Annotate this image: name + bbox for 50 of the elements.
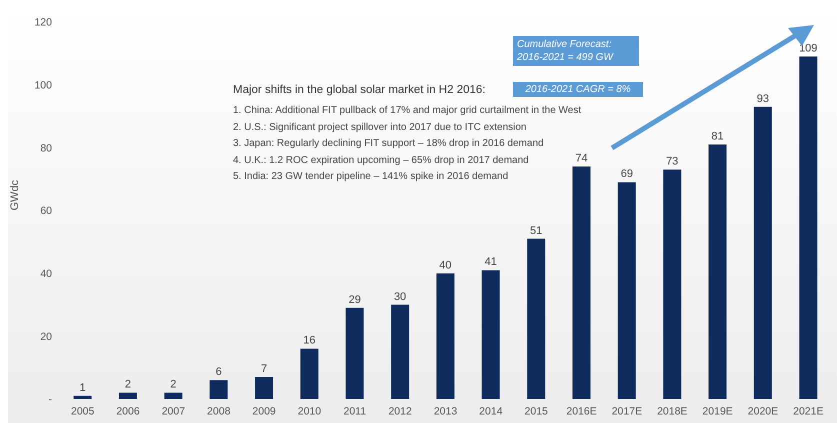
data-label: 109 [799,42,818,55]
annotation: 2016-2021 CAGR = 8% [513,82,643,97]
annotation: 4. U.K.: 1.2 ROC expiration upcoming – 65% drop in 2017 demand [233,154,529,166]
x-tick-label: 2008 [207,405,231,418]
annotation: Major shifts in the global solar market in H2 2016: [233,84,486,96]
data-label: 16 [303,334,316,347]
data-label: 93 [756,92,770,105]
x-tick-label: 2019E [702,405,733,418]
annotation: 1. China: Additional FIT pullback of 17% and major grid curtailment in the West [233,104,582,118]
x-tick-label: 2011 [343,405,366,418]
data-label: 2 [170,378,176,391]
data-label: 30 [394,290,406,303]
data-label: 29 [348,294,361,306]
annotation: Cumulative Forecast: 2016-2021 = 499 GW [513,36,639,66]
data-label: 74 [575,152,588,165]
data-label: 69 [620,168,633,180]
x-tick-label: 2010 [298,405,322,418]
x-tick-label: 2018E [657,405,688,418]
data-label: 81 [711,130,724,143]
x-tick-label: 2012 [388,405,412,418]
annotation: 5. India: 23 GW tender pipeline – 141% spike in 2016 demand [233,170,510,184]
data-label: 40 [439,259,452,272]
data-label: 41 [484,256,497,268]
y-tick-label: - [48,394,52,406]
y-axis-title: GWdc [8,179,21,210]
y-tick-label: 80 [40,142,52,154]
data-label: 2 [124,378,132,391]
data-label: 6 [216,366,222,378]
x-tick-label: 2005 [70,405,95,418]
x-tick-label: 2006 [116,405,140,418]
x-tick-label: 2016E [566,405,597,418]
annotation: 2. U.S.: Significant project spillover into 2017 due to ITC extension [233,120,528,134]
x-tick-label: 2021E [793,405,824,418]
y-tick-label: 120 [34,16,52,29]
data-label: 51 [530,224,542,237]
annotation: 3. Japan: Regularly declining FIT support – 18% drop in 2016 demand [233,137,545,151]
data-label: 1 [80,382,86,394]
x-tick-label: 2009 [252,405,276,418]
y-tick-label: 40 [40,268,52,280]
y-tick-label: 60 [40,205,52,218]
data-label: 7 [260,363,268,376]
x-tick-label: 2020E [748,405,778,418]
x-tick-label: 2015 [524,405,548,418]
x-tick-label: 2013 [434,405,458,418]
x-tick-label: 2014 [479,405,503,418]
y-tick-label: 20 [40,330,52,343]
x-tick-label: 2007 [162,405,186,418]
data-label: 73 [666,156,678,168]
x-tick-label: 2017E [612,405,642,418]
y-tick-label: 100 [34,80,52,92]
